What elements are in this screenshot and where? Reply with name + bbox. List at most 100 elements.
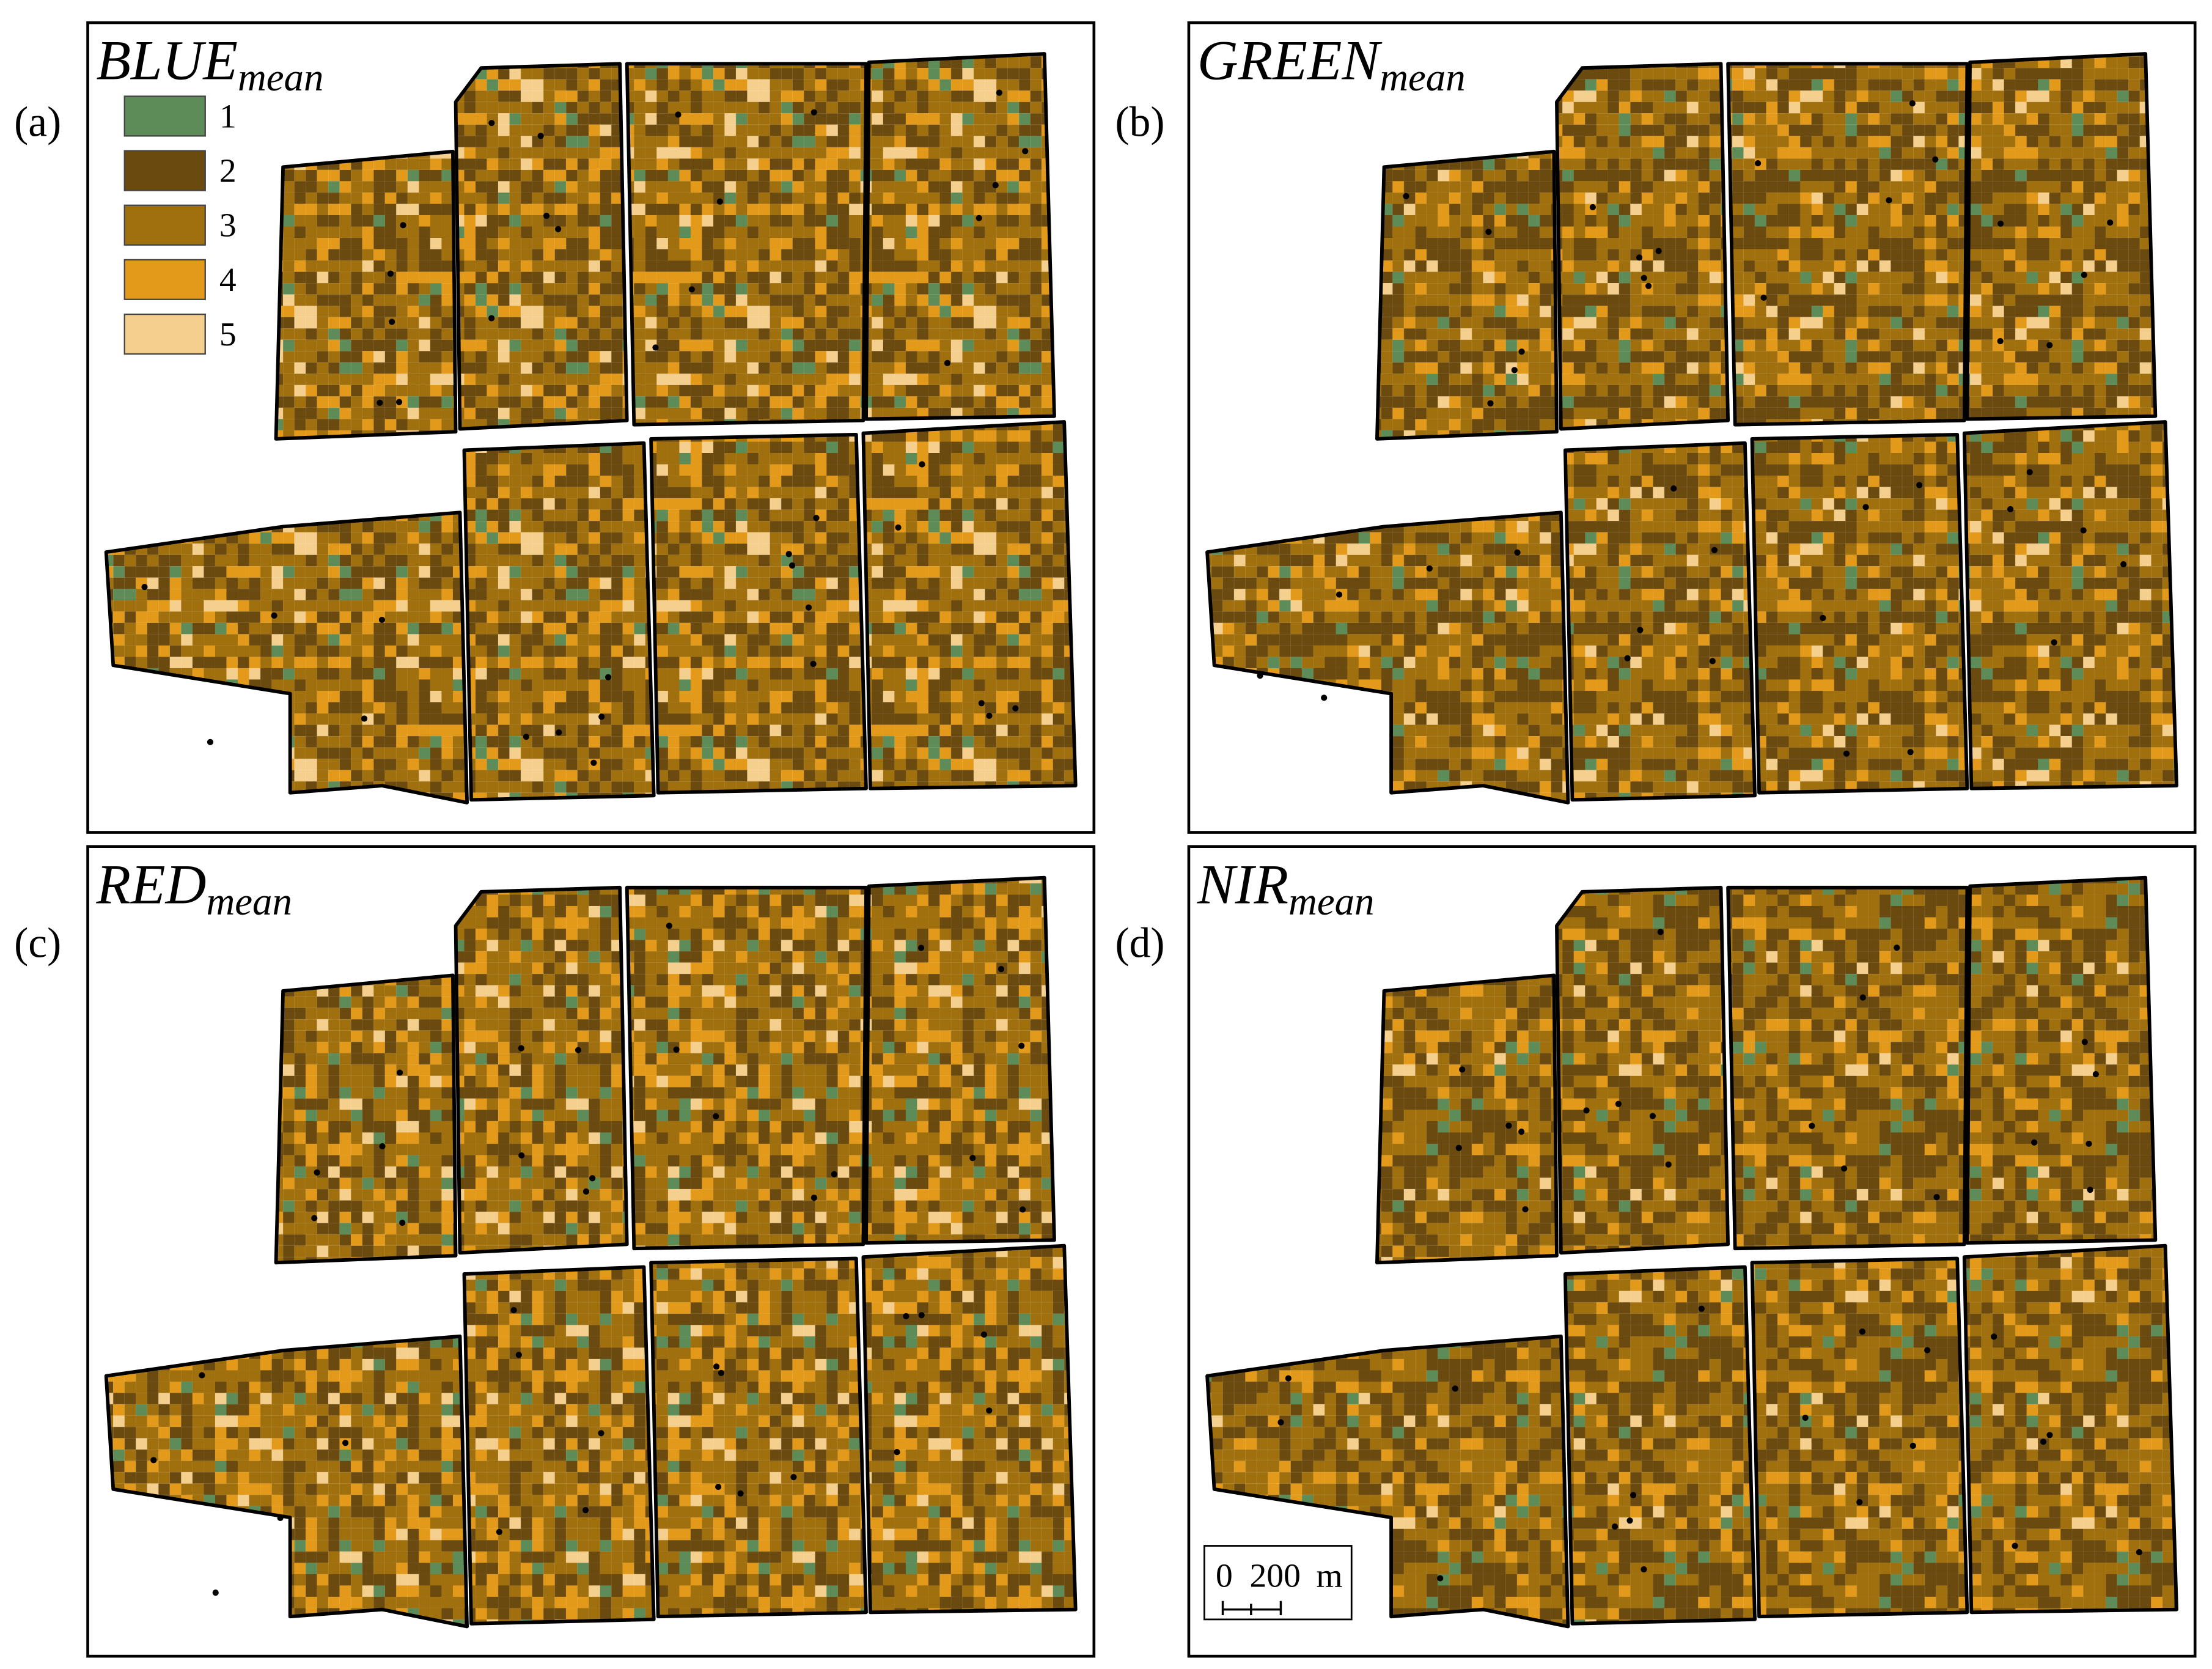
sample-point <box>277 1514 284 1522</box>
legend-swatch <box>123 259 206 300</box>
sample-point <box>813 515 820 521</box>
sample-point <box>1645 282 1652 289</box>
field <box>1205 510 1570 805</box>
legend-label: 3 <box>219 207 237 245</box>
sample-point <box>2081 1039 2088 1045</box>
sample-point <box>377 399 383 406</box>
sample-point <box>1916 482 1923 488</box>
sample-point <box>2107 219 2114 226</box>
sample-point <box>996 89 1003 96</box>
field <box>625 62 868 427</box>
sample-point <box>1626 1517 1633 1524</box>
sample-point <box>1802 1414 1809 1421</box>
field <box>104 1334 469 1629</box>
sample-point <box>1886 197 1892 204</box>
sample-point <box>2007 506 2014 513</box>
sample-point <box>1012 705 1019 712</box>
sample-point <box>207 739 214 745</box>
title-main: BLUE <box>96 29 238 92</box>
field <box>864 52 1056 421</box>
sample-point <box>2080 527 2087 534</box>
sample-point <box>716 198 723 205</box>
sample-point <box>918 1312 925 1319</box>
sample-point <box>590 759 597 766</box>
sample-point <box>1859 1328 1866 1335</box>
sample-point <box>378 616 386 624</box>
sample-point <box>666 923 673 929</box>
sample-point <box>1403 193 1409 199</box>
field <box>861 420 1078 790</box>
sample-point <box>1755 160 1762 167</box>
sample-point <box>1485 229 1492 235</box>
field <box>1750 432 1969 795</box>
field <box>1563 441 1757 802</box>
panel-frame <box>86 845 1096 1658</box>
sample-point <box>1665 1161 1672 1168</box>
sample-point <box>918 945 925 951</box>
sample-point <box>810 660 817 668</box>
panel-title: BLUEmean <box>96 29 323 100</box>
field <box>1375 973 1559 1265</box>
panel-label: (a) <box>14 98 61 146</box>
sample-point <box>342 1440 349 1446</box>
panel-frame <box>86 21 1096 834</box>
sample-point <box>1615 1100 1622 1107</box>
field <box>462 1265 656 1626</box>
sample-point <box>894 1449 900 1456</box>
sample-point <box>2087 1187 2093 1193</box>
title-sub: mean <box>1288 880 1374 924</box>
legend-label: 5 <box>219 315 237 353</box>
sample-point <box>810 109 817 116</box>
scale-start: 0 <box>1216 1557 1233 1595</box>
sample-point <box>582 1507 589 1514</box>
sample-point <box>1924 1347 1931 1354</box>
sample-point <box>1670 485 1677 492</box>
sample-point <box>1437 1575 1444 1582</box>
sample-point <box>1459 1066 1466 1073</box>
field <box>1555 62 1730 431</box>
title-sub: mean <box>238 56 323 100</box>
scale-bar <box>1221 1601 1282 1615</box>
sample-point <box>2081 271 2087 278</box>
field <box>864 875 1056 1245</box>
sample-point <box>992 182 999 188</box>
panel-frame <box>1187 21 2197 834</box>
title-main: GREEN <box>1197 29 1383 92</box>
title-main: RED <box>95 853 206 916</box>
sample-point <box>903 1313 909 1320</box>
sample-point <box>1020 1206 1026 1213</box>
sample-point <box>141 584 148 591</box>
sample-point <box>1285 1375 1292 1382</box>
sample-point <box>790 1474 797 1481</box>
sample-point <box>1932 156 1939 163</box>
sample-point <box>1452 1385 1458 1392</box>
panel-label: (c) <box>14 919 61 967</box>
sample-point <box>1455 1144 1462 1151</box>
sample-point <box>978 700 985 707</box>
sample-point <box>713 1363 720 1370</box>
sample-point <box>944 359 951 366</box>
sample-point <box>1894 945 1900 951</box>
sample-point <box>980 1331 988 1338</box>
panel-frame <box>1187 845 2197 1658</box>
sample-point <box>1657 929 1664 935</box>
sample-point <box>2092 1070 2099 1078</box>
sample-point <box>652 344 659 351</box>
sample-point <box>998 965 1005 973</box>
sample-point <box>1624 655 1631 661</box>
sample-point <box>1709 658 1716 665</box>
sample-point <box>986 1407 993 1414</box>
legend-swatch <box>123 313 206 355</box>
legend-label: 4 <box>219 261 237 299</box>
field <box>649 432 868 795</box>
sample-point <box>199 1372 205 1379</box>
sample-point <box>271 612 277 619</box>
sample-point <box>788 562 796 569</box>
sample-point <box>543 212 550 219</box>
field <box>1962 1243 2179 1615</box>
sample-point <box>1583 1107 1590 1114</box>
sample-point <box>2120 561 2127 568</box>
legend-swatch <box>123 150 206 191</box>
